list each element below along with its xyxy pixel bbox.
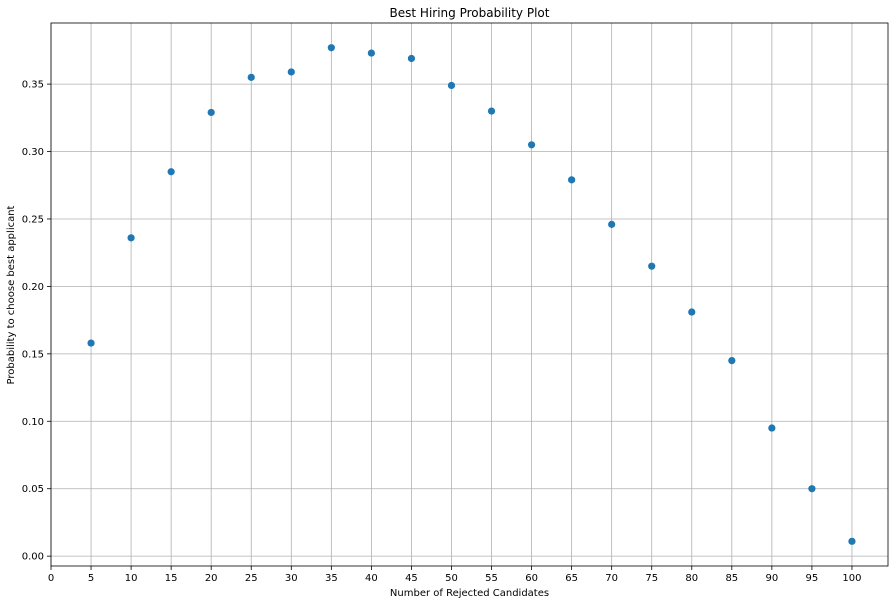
data-point [648,262,656,270]
data-point [167,168,175,176]
data-point [447,81,456,90]
x-tick-label: 10 [125,573,138,584]
data-point [808,485,816,493]
data-point [407,54,416,63]
x-tick-label: 75 [645,573,658,584]
data-point [768,424,776,432]
data-point [728,356,736,365]
y-tick-label: 0.00 [22,552,44,563]
x-tick-label: 15 [165,573,178,584]
data-point [207,108,215,117]
data-point [527,141,536,149]
x-tick-label: 5 [88,573,94,584]
data-point [287,68,295,76]
x-tick-label: 50 [445,573,458,584]
x-tick-label: 45 [405,573,418,584]
x-axis-ticks: 0 5 10 15 20 25 30 35 40 45 50 55 60 65 70 75 80 85 90 95 10… [48,566,862,584]
data-point [127,234,135,242]
chart-title: Best Hiring Probability Plot [390,6,550,20]
plot-area-frame [50,22,889,567]
x-axis-label: Number of Rejected Candidates [390,588,549,599]
y-tick-label: 0.20 [22,282,44,293]
data-point [327,44,335,52]
x-tick-label: 80 [685,573,698,584]
x-tick-label: 95 [806,573,819,584]
y-tick-label: 0.25 [22,214,44,225]
data-point [848,537,856,545]
x-tick-label: 40 [365,573,378,584]
x-tick-label: 70 [605,573,618,584]
grid-lines [50,23,888,566]
x-tick-label: 20 [205,573,218,584]
data-point [87,339,95,347]
data-point [688,308,696,316]
y-tick-label: 0.05 [22,484,44,495]
x-tick-label: 55 [485,573,498,584]
data-point [247,73,255,81]
data-point [487,107,496,115]
x-tick-label: 0 [48,573,54,584]
y-tick-label: 0.30 [22,147,44,158]
y-tick-label: 0.10 [22,417,44,428]
data-points [87,44,856,545]
x-tick-label: 35 [325,573,338,584]
x-tick-label: 65 [565,573,578,584]
x-tick-label: 90 [765,573,778,584]
data-point [568,176,576,184]
x-tick-label: 100 [842,573,861,584]
x-tick-label: 60 [525,573,538,584]
x-tick-label: 25 [245,573,258,584]
y-tick-label: 0.15 [22,349,44,360]
y-axis-label: Probability to choose best applicant [6,205,17,384]
data-point [608,220,616,228]
x-tick-label: 85 [725,573,738,584]
x-tick-label: 30 [285,573,298,584]
y-axis-ticks: 0.00 0.05 0.10 0.15 0.20 0.25 0.30 0.35 [22,80,51,563]
y-tick-label: 0.35 [22,80,44,91]
data-point [367,49,375,57]
